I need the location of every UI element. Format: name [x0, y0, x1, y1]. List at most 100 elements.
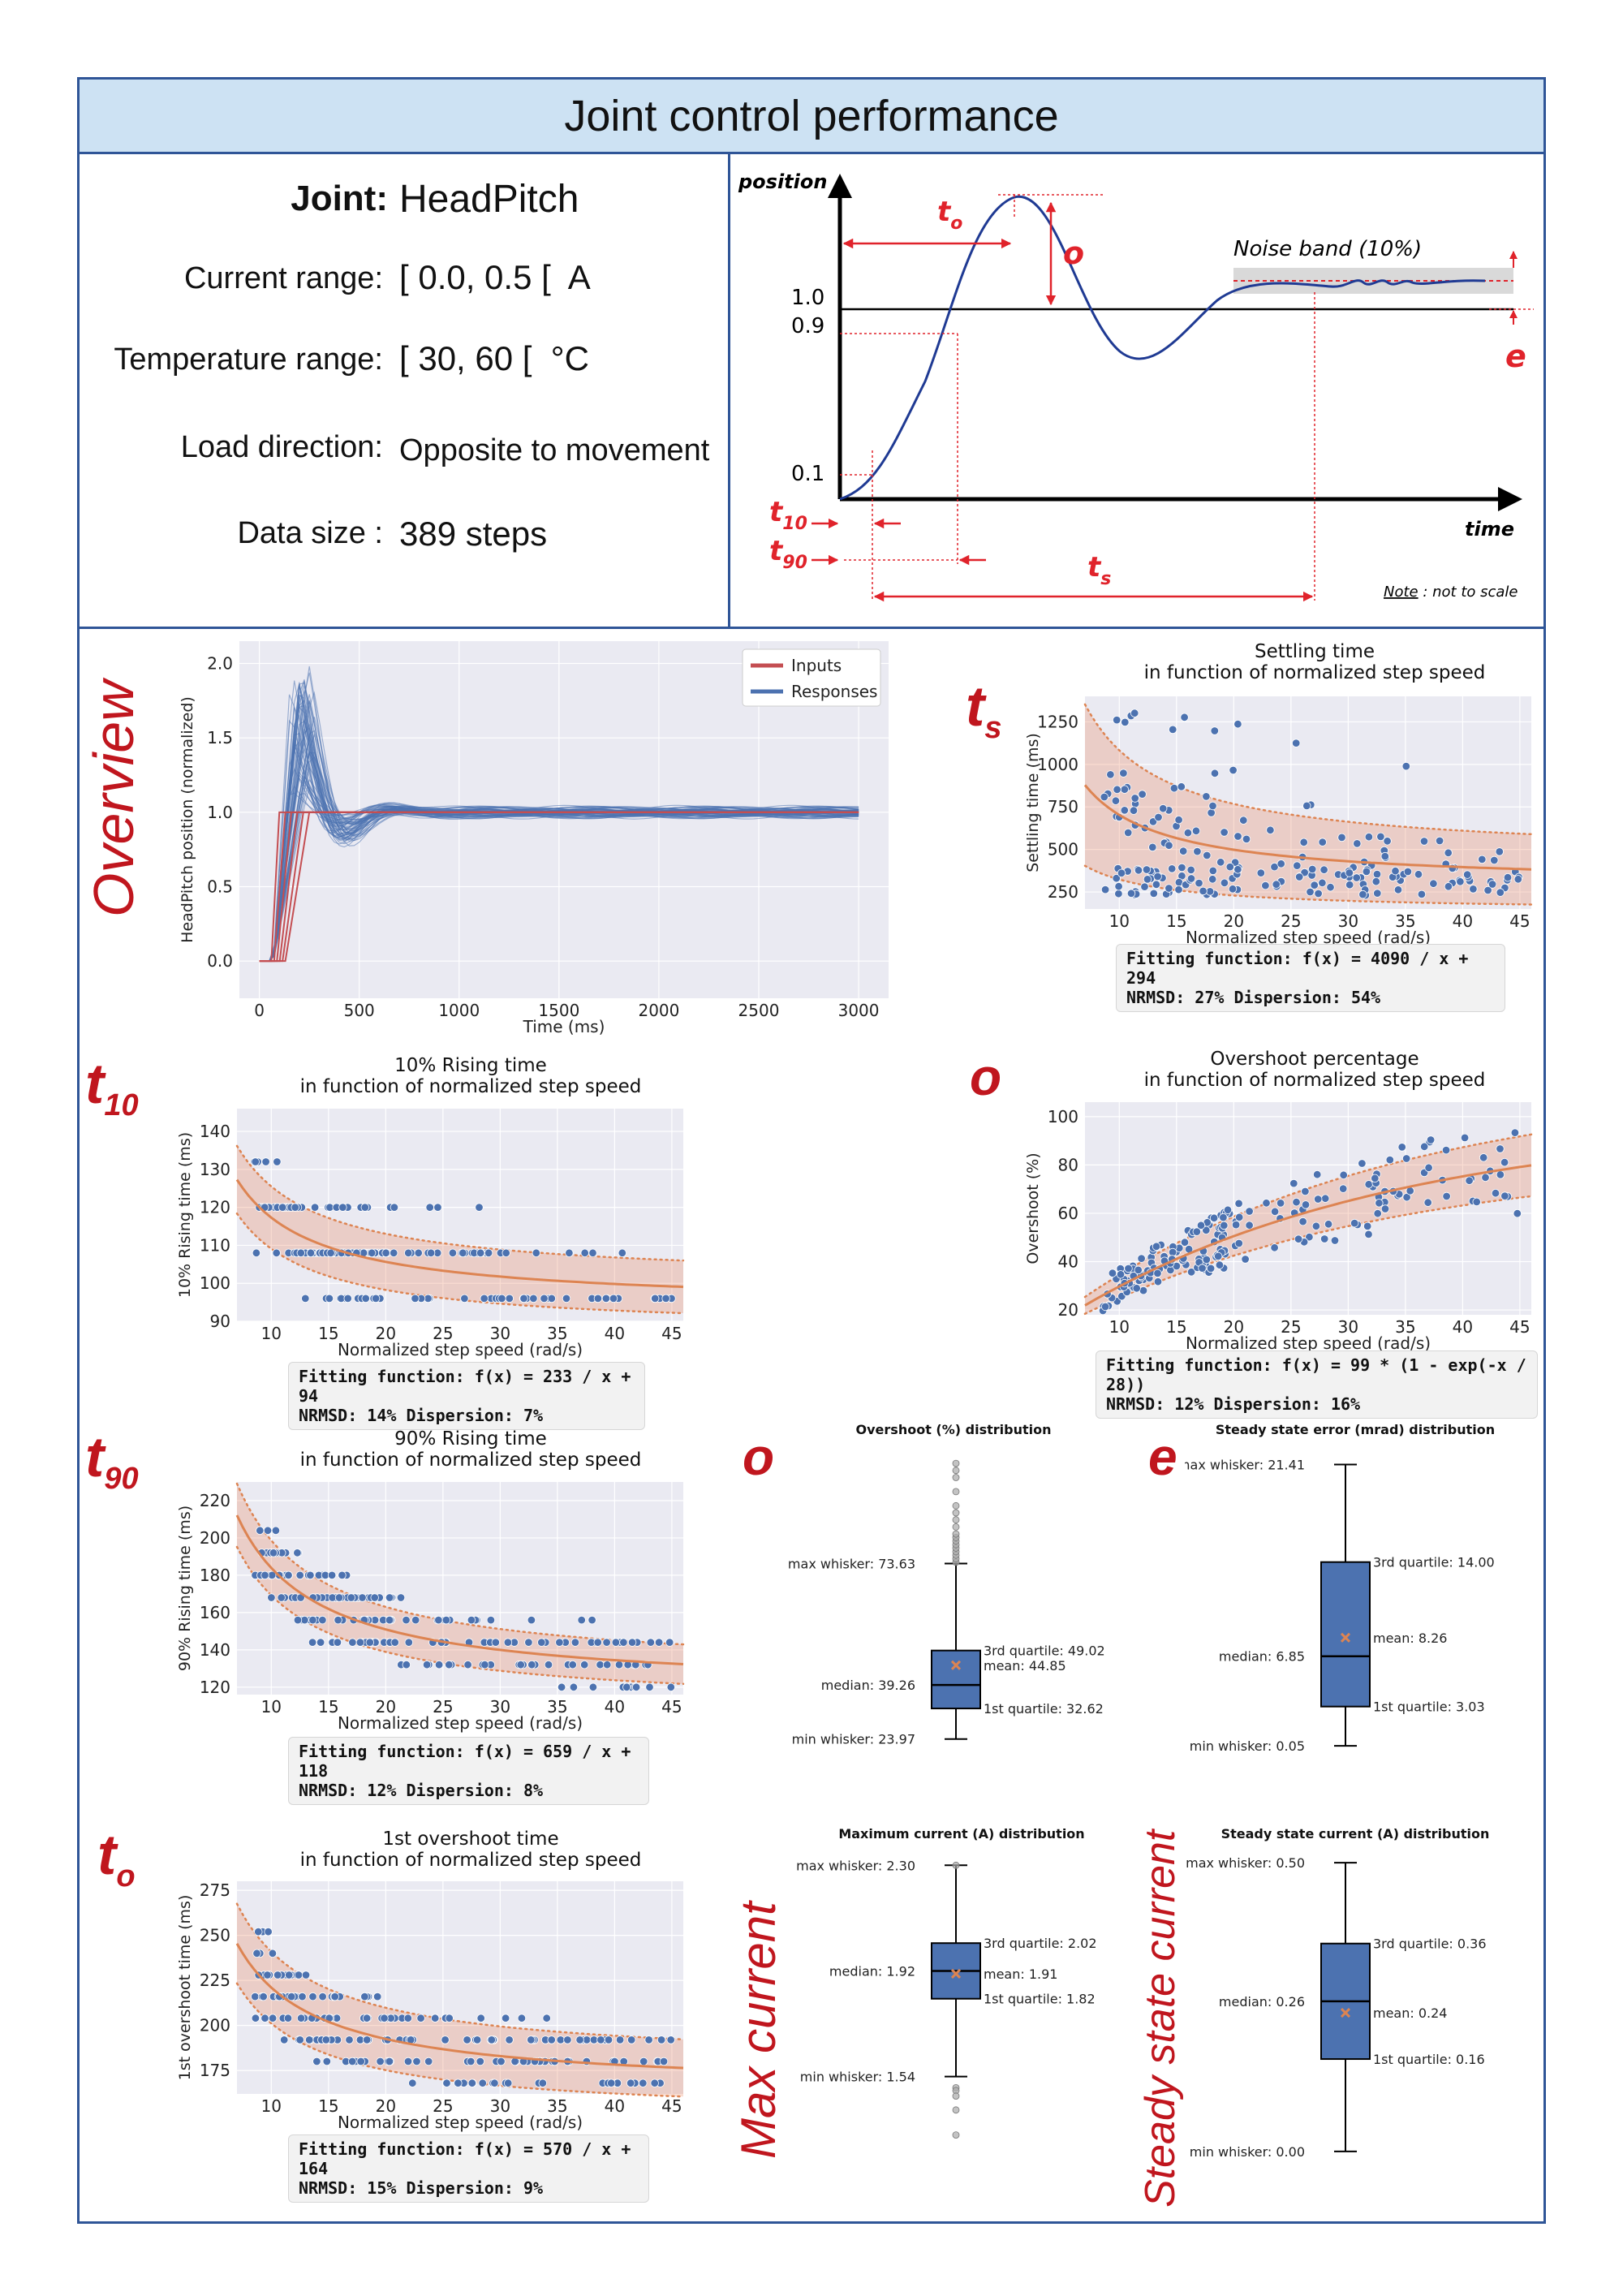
data-point [371, 1294, 381, 1303]
data-point [1169, 783, 1179, 793]
data-point [1426, 1135, 1436, 1144]
x-axis-label: Normalized step speed (rad/s) [338, 1713, 583, 1733]
data-point [1429, 879, 1438, 888]
data-point [408, 2078, 417, 2087]
data-point [1208, 866, 1218, 876]
data-point [426, 1248, 436, 1258]
data-point [1358, 890, 1367, 899]
overshoot-fit-box: Fitting function: f(x) = 99 * (1 - exp(-… [1096, 1350, 1538, 1419]
response-line [259, 694, 859, 962]
data-point [657, 2035, 666, 2044]
data-point [347, 1593, 356, 1602]
data-point [480, 1294, 489, 1303]
data-point [1220, 1221, 1229, 1230]
data-point [326, 1248, 335, 1258]
data-point [403, 2014, 413, 2022]
data-point [271, 1526, 281, 1536]
x-tick-label: 1000 [438, 1001, 480, 1020]
data-point [1153, 1269, 1162, 1278]
data-point [532, 1248, 541, 1258]
data-point [1293, 861, 1302, 870]
data-point [1202, 792, 1211, 801]
data-point [1352, 873, 1361, 882]
t-o-label: t [937, 196, 952, 228]
data-point [478, 2078, 487, 2087]
data-point [355, 1638, 365, 1647]
outlier-point [952, 1530, 960, 1538]
page-title: Joint control performance [77, 77, 1546, 154]
maxcur-boxplot: max whisker: 2.30 median: 1.92 min whisker… [796, 1858, 1097, 2139]
data-point [1261, 881, 1270, 890]
data-point [646, 1638, 656, 1647]
fit-line [1083, 784, 1532, 871]
data-point [596, 2035, 605, 2044]
data-point [1208, 875, 1217, 884]
data-point [575, 2035, 584, 2044]
to-side-label: to [97, 1823, 136, 1893]
data-point [261, 1157, 270, 1166]
to-fit-box: Fitting function: f(x) = 570 / x + 164 NR… [288, 2134, 649, 2203]
level-1-label: 1.0 [791, 286, 824, 310]
data-point [1152, 1242, 1161, 1251]
q3-label: 3rd quartile: 2.02 [984, 1936, 1097, 1951]
data-point [1191, 826, 1201, 836]
data-point [467, 1615, 476, 1625]
data-point [1321, 1194, 1330, 1203]
data-point [325, 1294, 334, 1303]
ts-side-label: ts [966, 674, 1002, 745]
data-point [1373, 1208, 1382, 1218]
data-point [1208, 801, 1217, 811]
mean-marker [1340, 1632, 1351, 1643]
data-point [491, 1638, 501, 1647]
data-point [347, 2057, 357, 2066]
data-point [293, 1615, 303, 1625]
mean-marker [950, 1660, 962, 1670]
data-point [1198, 1264, 1207, 1273]
data-point [1326, 882, 1335, 892]
data-point [1364, 1230, 1373, 1239]
data-point [1292, 1197, 1301, 1207]
y-tick-label: 200 [200, 1528, 230, 1548]
data-point [1353, 839, 1362, 848]
data-point [472, 2035, 482, 2044]
y-tick-label: 20 [1058, 1300, 1078, 1320]
data-point [1376, 832, 1385, 842]
data-point [1178, 846, 1188, 855]
data-point [588, 1248, 597, 1258]
data-point [1130, 794, 1139, 803]
data-point [1513, 875, 1523, 884]
data-point [1276, 859, 1285, 868]
data-point [529, 1294, 538, 1303]
noise-band-label: Noise band (10%) [1233, 237, 1422, 261]
data-point [1318, 878, 1327, 888]
data-point [334, 1593, 344, 1602]
data-point [381, 1248, 390, 1258]
data-point [1231, 1220, 1241, 1230]
x-tick-label: 25 [1281, 1317, 1301, 1337]
x-tick-label: 40 [1453, 1317, 1473, 1337]
data-point [1242, 834, 1251, 844]
data-point [502, 1248, 510, 1258]
data-point [1363, 1221, 1372, 1231]
data-point [416, 2014, 425, 2022]
data-point [1134, 866, 1143, 875]
data-point [1481, 1173, 1490, 1182]
data-point [1233, 832, 1242, 841]
data-point [1186, 865, 1195, 875]
data-point [467, 2078, 477, 2087]
outlier-point [952, 2092, 960, 2100]
data-point [1266, 825, 1275, 835]
data-point [1149, 889, 1159, 898]
fit-line [1084, 1164, 1532, 1307]
data-point [1463, 870, 1472, 879]
data-point [1292, 739, 1301, 747]
data-point [1393, 885, 1403, 894]
data-point [654, 1638, 664, 1647]
x-tick-label: 10 [1109, 1317, 1130, 1337]
x-tick-label: 20 [1224, 1317, 1244, 1337]
t90-chart: 10 15 20 25 30 35 40 45 120 140 160 180 200 220 Normal… [176, 1482, 685, 1733]
band-upper [1083, 1133, 1533, 1299]
data-point [1339, 1184, 1348, 1193]
data-point [480, 1660, 489, 1669]
data-point [622, 1682, 631, 1691]
